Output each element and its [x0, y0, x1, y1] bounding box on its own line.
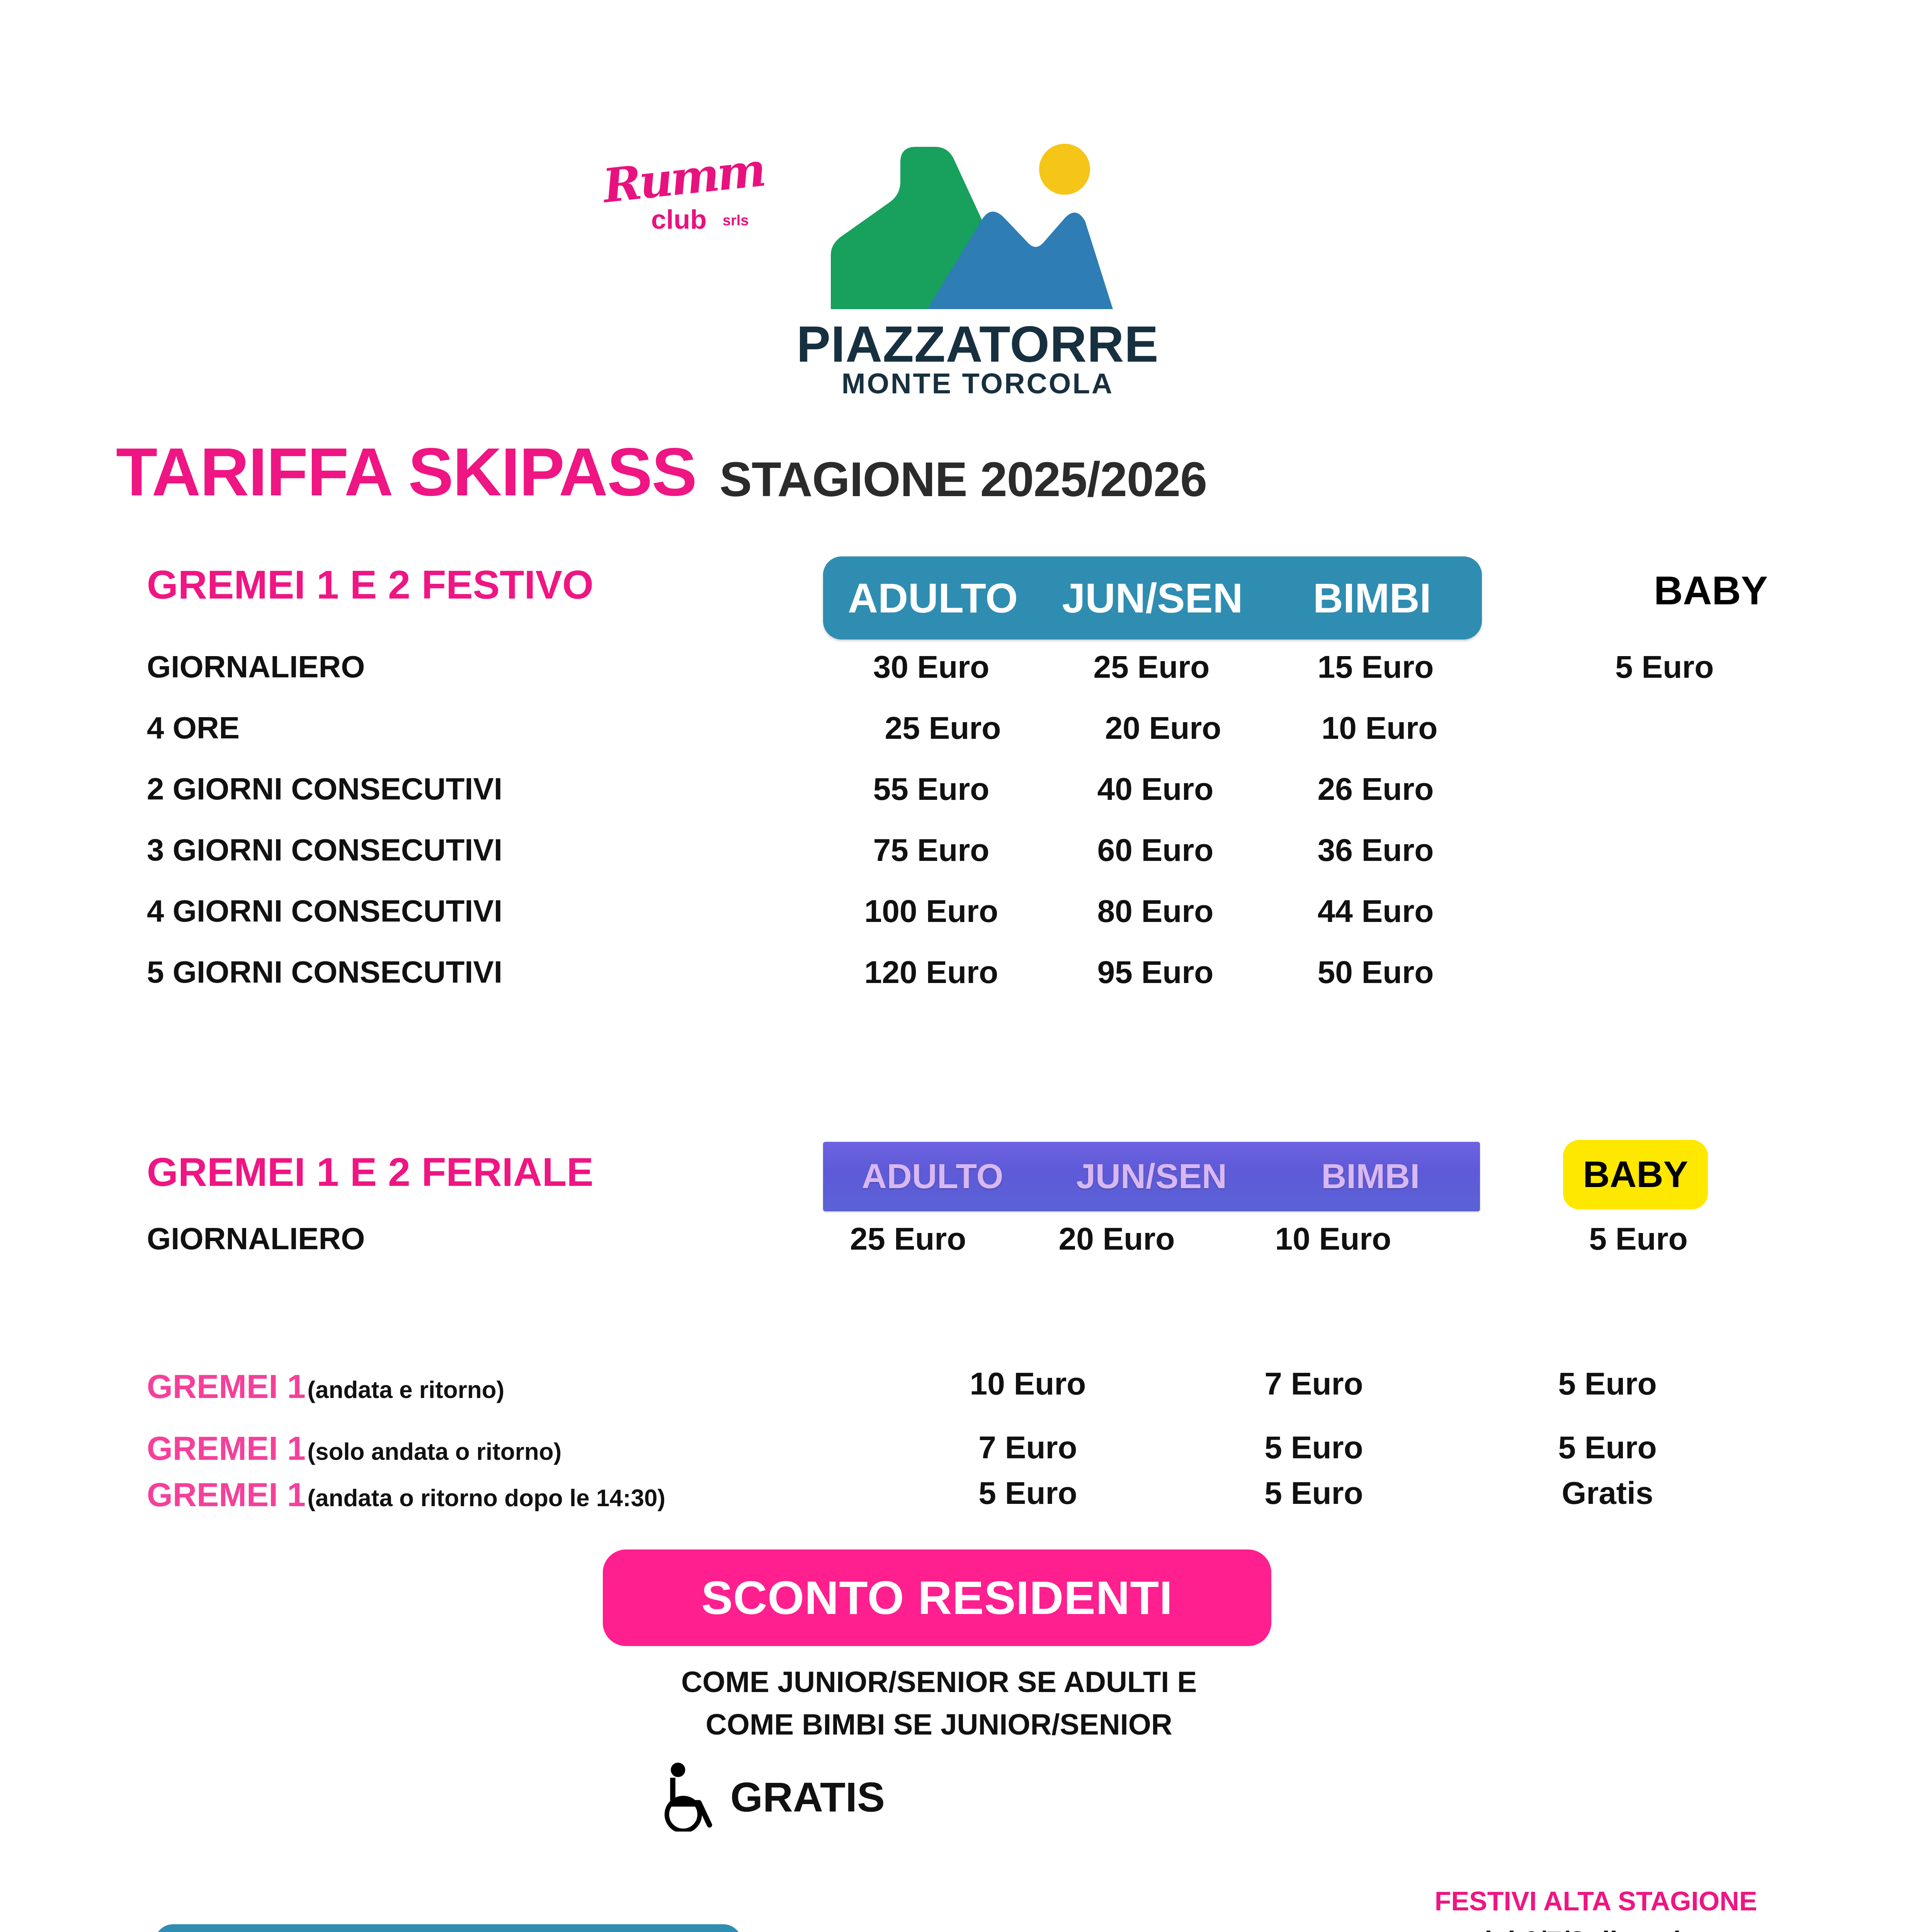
gremei1-prices: 5 Euro 5 Euro Gratis: [0, 1475, 1917, 1514]
gremei1-prices: 10 Euro 7 Euro 5 Euro: [0, 1366, 1917, 1405]
title-main: TARIFFA SKIPASS: [116, 434, 697, 510]
cell-adulto: 7 Euro: [978, 1430, 1077, 1465]
row-label: GIORNALIERO: [147, 1221, 365, 1256]
gremei1-note: (solo andata o ritorno): [307, 1439, 562, 1465]
cell-adulto: 75 Euro: [873, 833, 990, 868]
cell-junsen: 5 Euro: [1264, 1430, 1363, 1465]
cell-adulto: 25 Euro: [885, 711, 1001, 746]
table-row: GIORNALIERO 25 Euro 20 Euro 10 Euro 5 Eu…: [0, 1221, 1917, 1260]
cell-junsen: 40 Euro: [1097, 772, 1214, 807]
alta-stagione-date: dal 6/7/8 dicembre: [1383, 1926, 1808, 1932]
cell-adulto: 10 Euro: [970, 1366, 1086, 1401]
gremei1-note: (andata e ritorno): [307, 1377, 505, 1403]
accessibility-gratis-label: GRATIS: [730, 1773, 885, 1820]
cell-adulto: 25 Euro: [850, 1221, 966, 1257]
cell-junsen: 5 Euro: [1264, 1476, 1363, 1511]
cell-adulto: 55 Euro: [873, 772, 990, 807]
orari-badge: ORARI DI APERTURA: [155, 1924, 742, 1932]
cell-junsen: 80 Euro: [1097, 894, 1214, 929]
gremei1-name: GREMEI 1: [147, 1476, 306, 1514]
column-header-adulto: ADULTO: [848, 575, 1018, 621]
row-label: 4 GIORNI CONSECUTIVI: [147, 894, 503, 928]
cell-junsen: 95 Euro: [1097, 955, 1214, 990]
alta-stagione-title: FESTIVI ALTA STAGIONE: [1434, 1886, 1757, 1916]
table-row: 5 GIORNI CONSECUTIVI 120 Euro 95 Euro 50…: [0, 954, 1917, 993]
gremei1-row: GREMEI 1 (andata e ritorno): [147, 1368, 504, 1406]
gremei1-name: GREMEI 1: [147, 1368, 306, 1405]
wheelchair-icon: [664, 1762, 712, 1832]
gremei1-row: GREMEI 1 (andata o ritorno dopo le 14:30…: [147, 1476, 665, 1514]
row-label: 3 GIORNI CONSECUTIVI: [147, 833, 503, 867]
cell-bimbi: 36 Euro: [1317, 833, 1434, 868]
cell-bimbi: 44 Euro: [1317, 894, 1434, 929]
gremei1-row: GREMEI 1 (solo andata o ritorno): [147, 1430, 561, 1468]
cell-junsen: 7 Euro: [1264, 1366, 1363, 1401]
page-title: TARIFFA SKIPASS STAGIONE 2025/2026: [116, 429, 1816, 506]
rumm-club-label: club: [651, 204, 707, 235]
gremei1-name: GREMEI 1: [147, 1430, 306, 1467]
sconto-line-1: COME JUNIOR/SENIOR SE ADULTI E: [681, 1666, 1197, 1699]
column-header-junsen: JUN/SEN: [1076, 1157, 1227, 1196]
cell-adulto: 120 Euro: [864, 955, 998, 990]
row-label: GIORNALIERO: [147, 650, 365, 684]
section-title-feriale: GREMEI 1 E 2 FERIALE: [147, 1150, 594, 1195]
gremei1-prices: 7 Euro 5 Euro 5 Euro: [0, 1430, 1917, 1468]
table-row: 3 GIORNI CONSECUTIVI 75 Euro 60 Euro 36 …: [0, 832, 1917, 871]
cell-junsen: 20 Euro: [1058, 1221, 1175, 1257]
cell-bimbi: 26 Euro: [1317, 772, 1434, 807]
column-header-junsen: JUN/SEN: [1062, 575, 1243, 621]
table-row: 4 GIORNI CONSECUTIVI 100 Euro 80 Euro 44…: [0, 893, 1917, 932]
festivo-column-header: ADULTO JUN/SEN BIMBI: [823, 556, 1482, 639]
cell-bimbi: 5 Euro: [1558, 1430, 1657, 1465]
row-label: 5 GIORNI CONSECUTIVI: [147, 955, 503, 989]
piazzatorre-mountain-icon: [831, 144, 1113, 309]
row-label: 4 ORE: [147, 711, 240, 745]
sconto-residenti-badge: SCONTO RESIDENTI: [603, 1549, 1271, 1646]
cell-baby: 5 Euro: [1589, 1221, 1688, 1257]
row-label: 2 GIORNI CONSECUTIVI: [147, 772, 503, 806]
cell-bimbi: Gratis: [1561, 1476, 1653, 1511]
feriale-column-header: ADULTO JUN/SEN BIMBI: [823, 1142, 1480, 1211]
resort-name: PIAZZATORRE: [796, 316, 1159, 372]
rumm-club-logo: Rumm club srls: [595, 143, 777, 247]
gremei1-note: (andata o ritorno dopo le 14:30): [307, 1485, 666, 1512]
cell-adulto: 100 Euro: [864, 894, 998, 929]
column-header-baby-festivo: BABY: [1654, 568, 1768, 613]
cell-baby: 5 Euro: [1615, 650, 1714, 685]
column-header-bimbi: BIMBI: [1313, 575, 1431, 621]
cell-bimbi: 15 Euro: [1317, 650, 1434, 685]
table-row: 2 GIORNI CONSECUTIVI 55 Euro 40 Euro 26 …: [0, 771, 1917, 810]
section-title-festivo: GREMEI 1 E 2 FESTIVO: [147, 563, 594, 607]
sconto-line-2: COME BIMBI SE JUNIOR/SENIOR: [706, 1708, 1172, 1741]
table-row: 4 ORE 25 Euro 20 Euro 10 Euro: [0, 710, 1917, 749]
cell-bimbi: 10 Euro: [1275, 1221, 1391, 1257]
cell-adulto: 30 Euro: [873, 650, 990, 685]
accessibility-note: GRATIS: [653, 1762, 885, 1832]
rumm-wordmark: Rumm: [600, 142, 767, 214]
title-season: STAGIONE 2025/2026: [719, 452, 1207, 507]
alta-stagione-block: FESTIVI ALTA STAGIONE dal 6/7/8 dicembre…: [1383, 1886, 1808, 1932]
header-logo-block: Rumm club srls PIAZZATORRE MONTE TORCOLA: [595, 139, 1175, 417]
cell-bimbi: 10 Euro: [1321, 711, 1438, 746]
cell-junsen: 60 Euro: [1097, 833, 1214, 868]
cell-bimbi: 50 Euro: [1317, 955, 1434, 990]
column-header-baby-feriale: BABY: [1563, 1140, 1708, 1209]
cell-bimbi: 5 Euro: [1558, 1366, 1657, 1401]
cell-junsen: 25 Euro: [1093, 650, 1210, 685]
rumm-srls-label: srls: [723, 213, 749, 229]
cell-adulto: 5 Euro: [978, 1476, 1077, 1511]
column-header-adulto: ADULTO: [862, 1157, 1004, 1196]
column-header-bimbi: BIMBI: [1321, 1157, 1420, 1196]
cell-junsen: 20 Euro: [1105, 711, 1221, 746]
resort-subtitle: MONTE TORCOLA: [841, 367, 1114, 400]
table-row: GIORNALIERO 30 Euro 25 Euro 15 Euro 5 Eu…: [0, 649, 1917, 688]
